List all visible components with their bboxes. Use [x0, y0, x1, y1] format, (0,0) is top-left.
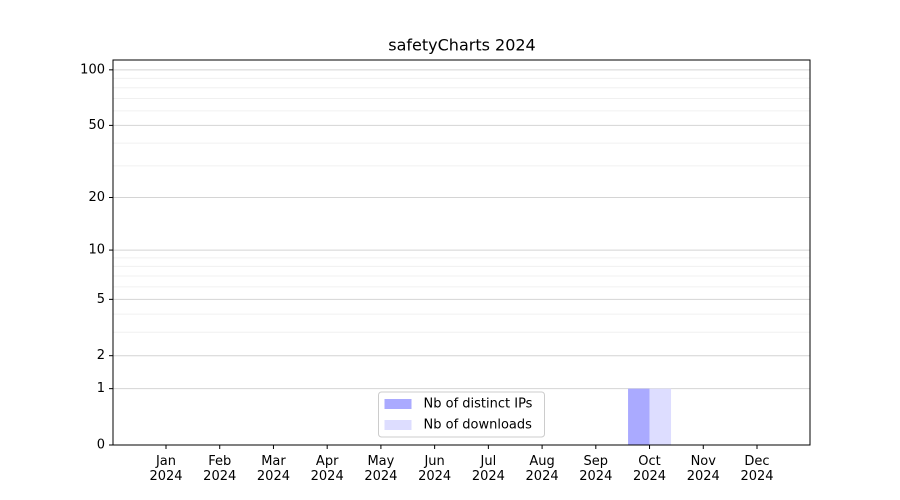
x-tick-label: Jul 2024 [471, 454, 505, 484]
y-tick-label: 50 [88, 118, 105, 133]
plot-frame [112, 59, 811, 446]
y-tick-label: 5 [97, 292, 105, 307]
y-tick-label: 10 [88, 243, 105, 258]
legend-swatch [384, 420, 412, 430]
x-tick-label: Jan 2024 [149, 454, 183, 484]
chart-title: safetyCharts 2024 [388, 36, 535, 55]
y-tick-label: 1 [97, 381, 105, 396]
legend-label: Nb of distinct IPs [424, 397, 533, 412]
legend-swatch [384, 399, 412, 409]
x-tick-label: Jun 2024 [418, 454, 452, 484]
x-tick-label: Feb 2024 [203, 454, 237, 484]
y-tick-label: 20 [88, 190, 105, 205]
y-tick-label: 2 [97, 348, 105, 363]
x-tick-label: Nov 2024 [686, 454, 720, 484]
legend-label: Nb of downloads [424, 418, 533, 433]
y-tick-label: 0 [97, 438, 105, 453]
x-tick-label: Dec 2024 [740, 454, 774, 484]
y-tick-label: 100 [80, 62, 105, 77]
legend-box [378, 391, 545, 438]
x-tick-label: May 2024 [364, 454, 398, 484]
x-tick-label: Mar 2024 [256, 454, 290, 484]
x-tick-label: Apr 2024 [310, 454, 344, 484]
bar [649, 388, 672, 445]
x-tick-label: Aug 2024 [525, 454, 559, 484]
x-tick-label: Sep 2024 [579, 454, 613, 484]
x-tick-label: Oct 2024 [632, 454, 667, 484]
bar [628, 388, 650, 445]
